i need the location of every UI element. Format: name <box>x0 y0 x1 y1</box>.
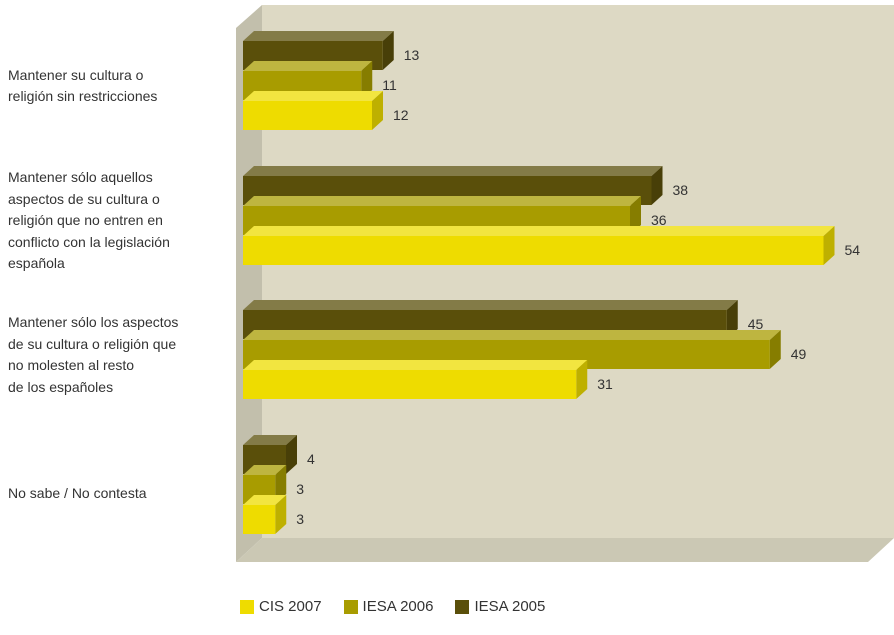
bars: 13 38 45 4 11 36 49 3 12 54 31 3 <box>243 31 860 534</box>
bar-front <box>243 236 824 265</box>
bar-top <box>243 31 394 41</box>
data-label: 45 <box>748 316 764 332</box>
bar-top <box>243 465 287 475</box>
legend-swatch-iesa-2006 <box>343 599 358 614</box>
data-label: 3 <box>296 481 304 497</box>
data-label: 4 <box>307 451 315 467</box>
bar-side <box>576 360 588 399</box>
category-label-line: no molesten al resto <box>8 357 135 373</box>
category-label-line: de su cultura o religión que <box>8 335 177 352</box>
bar-cis-2007-0 <box>243 91 383 130</box>
bar-side <box>630 196 641 235</box>
bar-top <box>243 300 738 310</box>
bar-side <box>275 465 287 504</box>
bar-side <box>769 330 781 369</box>
data-label: 13 <box>404 47 420 63</box>
bar-front <box>243 505 276 534</box>
legend-label-iesa-2006: IESA 2006 <box>362 598 434 615</box>
data-label: 11 <box>382 77 397 93</box>
legend-label-iesa-2005: IESA 2005 <box>474 598 546 615</box>
legend: CIS 2007 IESA 2006 IESA 2005 <box>240 598 567 615</box>
category-label-line: Mantener sólo aquellos <box>8 169 153 186</box>
bar-top <box>243 435 297 445</box>
data-label: 12 <box>393 107 409 123</box>
category-label: Mantener sólo los aspectos de su cultura … <box>8 312 223 398</box>
bar-top <box>243 495 287 505</box>
legend-item-iesa-2006: IESA 2006 <box>343 598 434 615</box>
data-label: 54 <box>845 242 861 258</box>
bar-side <box>823 226 835 265</box>
legend-item-iesa-2005: IESA 2005 <box>455 598 545 615</box>
data-label: 38 <box>673 182 689 198</box>
bar-top <box>243 61 373 71</box>
category-label-line: española <box>8 255 65 272</box>
category-label: Mantener su cultura o religión sin restri… <box>8 65 223 108</box>
bar-top <box>243 166 663 176</box>
bar-top <box>243 360 588 370</box>
bar-top <box>243 226 835 236</box>
category-label-line: Mantener sólo los aspectos <box>8 314 179 330</box>
bar-top <box>243 91 383 101</box>
legend-swatch-cis-2007 <box>240 599 254 614</box>
data-label: 31 <box>597 376 613 392</box>
bar-side <box>286 435 297 474</box>
category-label-line: religión sin restricciones <box>8 88 158 104</box>
side-wall <box>236 5 262 562</box>
category-label: No sabe / No contesta <box>8 483 223 505</box>
floor <box>236 538 894 562</box>
data-label: 36 <box>651 212 667 228</box>
category-label-line: aspectos de su cultura o <box>8 190 160 207</box>
legend-label-cis-2007: CIS 2007 <box>259 598 322 615</box>
bar-side <box>726 300 738 339</box>
bar-cis-2007-1 <box>243 226 835 265</box>
bar-cis-2007-3 <box>243 495 287 534</box>
bar-side <box>361 61 373 100</box>
bar-top <box>243 330 781 340</box>
category-label-line: Mantener su cultura o <box>8 66 144 83</box>
data-label: 3 <box>296 511 304 527</box>
category-label: Mantener sólo aquellos aspectos de su cul… <box>8 167 223 275</box>
bar-side <box>382 31 394 70</box>
data-label: 49 <box>791 346 807 362</box>
bar-side <box>275 495 287 534</box>
bar-side <box>372 91 383 130</box>
category-label-line: religión que no entren en <box>8 212 163 229</box>
legend-item-cis-2007: CIS 2007 <box>240 598 322 615</box>
category-label-line: No sabe / No contesta <box>8 485 147 502</box>
legend-swatch-iesa-2005 <box>455 599 470 614</box>
bar-side <box>651 166 663 205</box>
bar-cis-2007-2 <box>243 360 588 399</box>
category-label-line: conflicto con la legislación <box>8 233 170 250</box>
bar-front <box>243 101 372 130</box>
category-label-line: de los españoles <box>8 378 114 395</box>
bar-front <box>243 370 577 399</box>
bar-top <box>243 196 641 206</box>
